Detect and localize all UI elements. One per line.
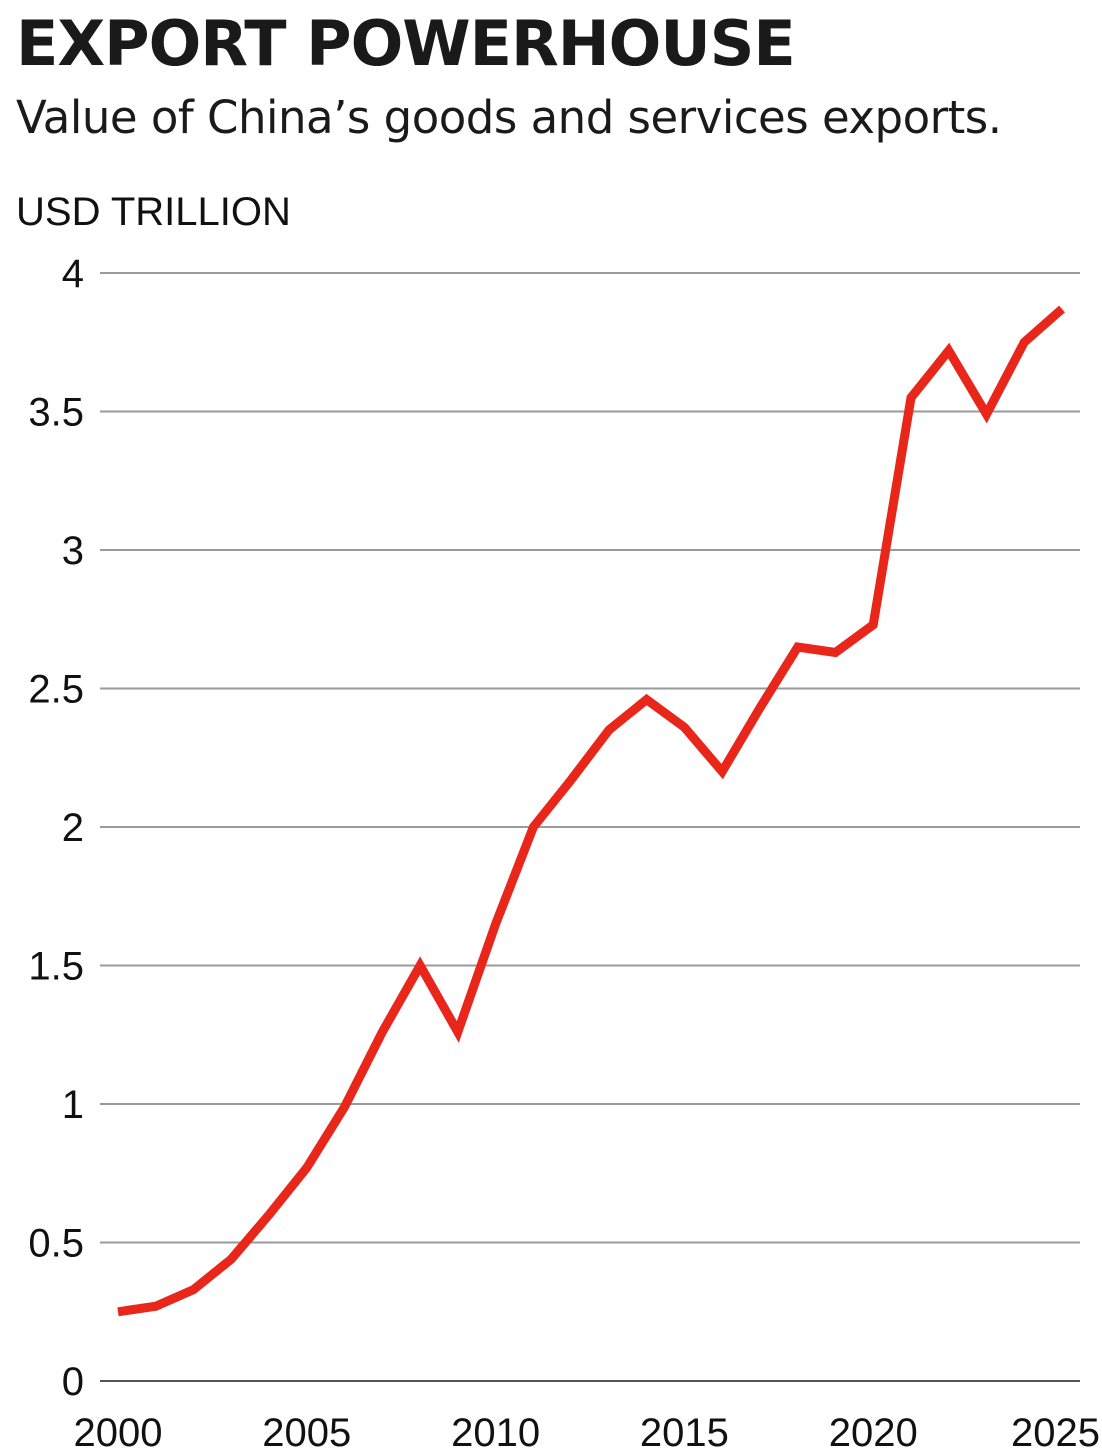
x-tick-label: 2015 <box>640 1411 729 1452</box>
series-line <box>117 305 1065 1317</box>
chart-subtitle: Value of China’s goods and services expo… <box>16 91 1002 144</box>
x-tick-label: 2025 <box>1011 1411 1100 1452</box>
y-axis-ticks: 0 0.5 1 1.5 2 2.5 3 3.5 4 <box>28 252 84 1404</box>
chart-title: EXPORT POWERHOUSE <box>16 7 796 80</box>
x-tick-label: 2005 <box>262 1411 351 1452</box>
y-tick-label: 1.5 <box>28 945 84 989</box>
x-tick-label: 2010 <box>451 1411 540 1452</box>
y-tick-label: 0 <box>62 1360 84 1404</box>
y-tick-label: 2 <box>62 806 84 850</box>
y-tick-label: 1 <box>62 1083 84 1127</box>
y-tick-label: 2.5 <box>28 668 84 712</box>
y-tick-label: 3.5 <box>28 391 84 435</box>
x-tick-label: 2000 <box>74 1411 163 1452</box>
x-axis-ticks: 2000 2005 2010 2015 2020 2025 <box>74 1411 1100 1452</box>
x-tick-label: 2020 <box>829 1411 918 1452</box>
y-tick-label: 3 <box>62 529 84 573</box>
y-axis-title: USD TRILLION <box>16 190 291 234</box>
y-tick-label: 0.5 <box>28 1222 84 1266</box>
y-tick-label: 4 <box>62 252 84 296</box>
series-layer <box>117 305 1065 1317</box>
gridlines <box>100 272 1080 1382</box>
